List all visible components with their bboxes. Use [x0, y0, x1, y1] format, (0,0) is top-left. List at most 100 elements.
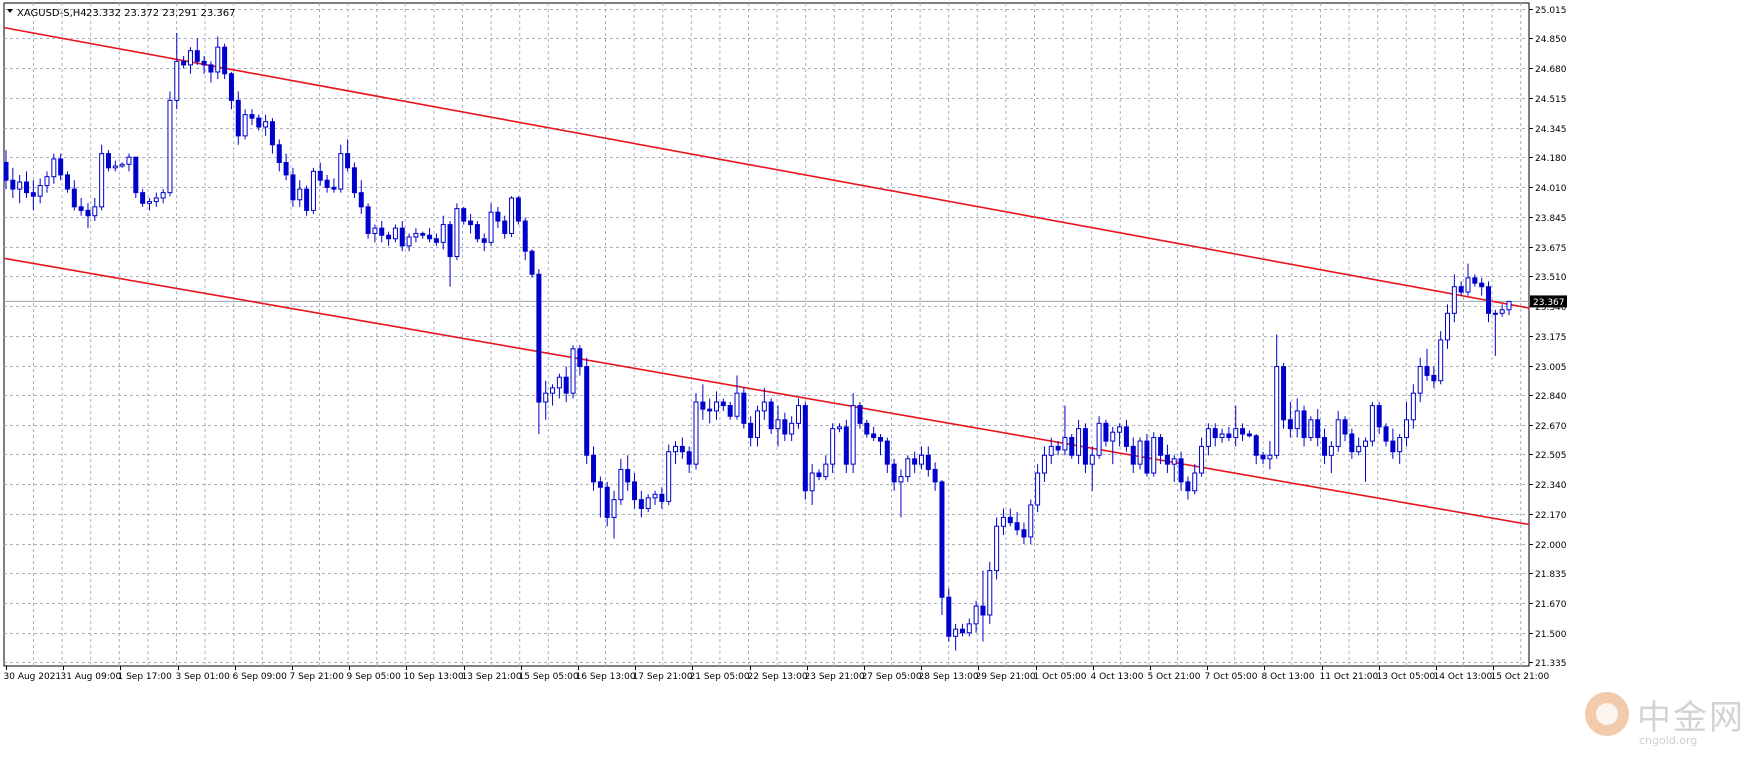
candle	[632, 473, 638, 509]
candle	[652, 490, 658, 505]
candle-body	[1240, 428, 1246, 435]
candle-body	[1117, 426, 1123, 433]
candle	[160, 189, 166, 204]
candle-body	[495, 211, 501, 222]
candle	[1137, 437, 1143, 470]
x-tick-label: 14 Oct 13:00	[1434, 672, 1493, 682]
candle	[10, 167, 16, 198]
candle	[1007, 508, 1013, 527]
candle	[529, 249, 535, 278]
y-tick-label: 21.500	[1535, 630, 1567, 640]
candle-body	[652, 493, 658, 499]
dropdown-triangle-icon[interactable]	[7, 9, 13, 13]
chart-header: XAGUSD-S,H4 23.332 23.372 23.291 23.367	[7, 8, 236, 19]
x-tick-label: 3 Sep 01:00	[176, 672, 231, 682]
candle-body	[105, 153, 111, 169]
candle-body	[755, 410, 760, 439]
candle-body	[987, 570, 993, 616]
candle-body	[570, 348, 576, 394]
candle	[857, 402, 863, 429]
candle-body	[1308, 419, 1314, 439]
candle	[843, 419, 849, 474]
candle	[1014, 512, 1020, 536]
candle	[679, 437, 685, 459]
candle	[912, 451, 918, 474]
candle-body	[358, 192, 364, 208]
candle	[37, 178, 43, 204]
candle-body	[1486, 286, 1492, 314]
candle-body	[1062, 437, 1068, 451]
y-tick-label: 23.675	[1535, 244, 1567, 254]
candle	[119, 162, 125, 168]
candle-body	[1199, 445, 1205, 474]
x-tick-label: 15 Oct 21:00	[1491, 672, 1550, 682]
candle	[836, 423, 842, 433]
candle-body	[64, 174, 70, 190]
candle	[194, 38, 200, 65]
y-tick-label: 23.510	[1535, 273, 1567, 283]
candle	[700, 384, 706, 420]
candle-body	[1137, 440, 1143, 465]
candle-body	[802, 405, 808, 492]
candle-body	[386, 234, 392, 240]
candle	[939, 480, 945, 615]
candle	[215, 36, 221, 80]
candle	[1035, 464, 1041, 513]
candle	[1055, 441, 1061, 456]
candle	[187, 47, 193, 74]
candle-body	[290, 174, 296, 201]
candle-body	[809, 472, 815, 492]
candle-body	[591, 454, 597, 483]
candle	[720, 398, 726, 411]
candle-body	[1082, 428, 1088, 465]
candle-body	[201, 60, 207, 66]
candle-body	[242, 114, 248, 137]
candle-body	[1110, 431, 1116, 442]
candle-body	[119, 163, 125, 167]
candle-body	[1069, 437, 1075, 456]
candle-body	[51, 158, 57, 178]
current-price-tag	[1530, 295, 1567, 308]
y-tick-label: 24.515	[1535, 95, 1567, 105]
trendline-upper	[3, 26, 1530, 309]
candle-body	[1335, 419, 1341, 447]
candle	[290, 167, 296, 207]
candle-body	[625, 468, 631, 483]
candle	[105, 150, 111, 172]
candle-body	[556, 376, 562, 389]
candle-body	[543, 392, 549, 403]
candle	[1062, 405, 1068, 456]
y-tick-label: 24.345	[1535, 125, 1567, 135]
candle	[1445, 304, 1451, 349]
candle	[64, 171, 70, 193]
candle-body	[864, 422, 870, 435]
candle-body	[693, 401, 699, 465]
candle-body	[23, 181, 29, 194]
candle-body	[160, 192, 166, 199]
candle	[1178, 451, 1184, 491]
candle	[850, 393, 856, 474]
y-tick-label: 25.015	[1535, 6, 1567, 16]
candle-body	[966, 623, 972, 634]
candle-body	[597, 481, 603, 488]
x-tick-label: 22 Sep 13:00	[748, 672, 808, 682]
candle-body	[461, 208, 467, 222]
candle	[1458, 281, 1464, 296]
candle-body	[447, 224, 453, 258]
candle	[1431, 366, 1437, 388]
candle	[17, 174, 23, 204]
candle-body	[99, 153, 105, 208]
candle	[1328, 441, 1334, 474]
candle	[734, 375, 740, 420]
candle-body	[1465, 277, 1471, 293]
candle	[1301, 405, 1307, 447]
candle	[249, 109, 255, 126]
candle-body	[1076, 428, 1082, 456]
watermark-subtext: cngold.org	[1639, 734, 1698, 747]
candle-body	[1287, 419, 1293, 430]
candle	[1192, 464, 1198, 495]
candle-body	[748, 422, 754, 439]
candle	[1369, 402, 1375, 447]
candle-body	[1041, 454, 1047, 474]
candle-body	[1404, 419, 1410, 439]
